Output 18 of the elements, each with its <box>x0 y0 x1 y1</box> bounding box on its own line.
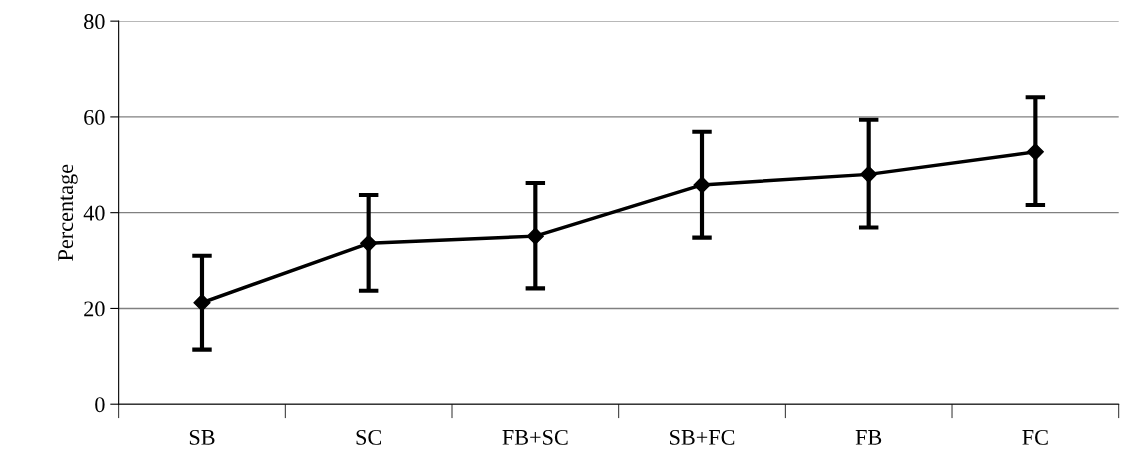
point <box>860 165 878 183</box>
y-tick-label: 60 <box>84 109 105 125</box>
x-tick-label: SC <box>356 429 382 445</box>
point <box>1026 143 1044 161</box>
point <box>693 176 711 194</box>
point <box>526 227 544 245</box>
x-tick-label: FC <box>1022 429 1048 445</box>
y-tick-label: 0 <box>95 397 105 413</box>
x-tick-label: FB+SC <box>502 429 568 445</box>
point <box>360 234 378 252</box>
y-tick-label: 40 <box>83 205 105 221</box>
y-tick-label: 20 <box>84 301 105 317</box>
y-axis-title: Percentage <box>58 164 78 261</box>
point <box>193 294 211 312</box>
x-tick-label: FB <box>855 430 882 445</box>
x-tick-label: SB <box>189 429 215 445</box>
x-tick-label: SB+FC <box>670 429 735 445</box>
y-tick-label: 80 <box>84 14 105 30</box>
